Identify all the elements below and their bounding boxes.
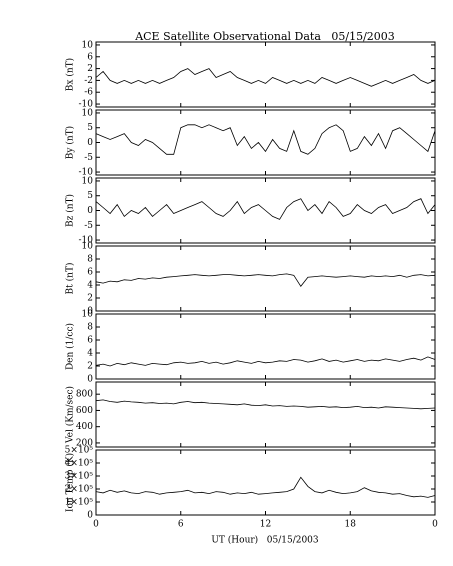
y-tick-label: 400 [76, 422, 93, 432]
data-line [95, 198, 436, 220]
chart-title: ACE Satellite Observational Data 05/15/2… [134, 30, 395, 43]
y-tick-label: 10 [82, 310, 94, 320]
x-tick-label: 0 [432, 520, 438, 530]
y-axis-label: By (nT) [65, 126, 76, 159]
data-line [95, 68, 436, 87]
y-tick-label: 200 [76, 438, 93, 448]
x-tick-label: 0 [93, 520, 99, 530]
panel-frame [95, 109, 436, 176]
y-tick-label: 8 [87, 323, 93, 333]
y-tick-label: 1×10⁵ [65, 498, 94, 508]
y-tick-label: 2 [87, 294, 93, 304]
y-tick-label: 10 [82, 40, 94, 50]
y-tick-label: 6 [87, 336, 93, 346]
y-axis-label: Ion Temp (K) [65, 453, 76, 512]
y-tick-label: -5 [84, 153, 93, 163]
panel-frame [95, 313, 436, 380]
data-line [95, 476, 436, 498]
x-tick-label: 12 [260, 520, 271, 530]
y-tick-label: 0 [87, 138, 93, 148]
x-axis-label: UT (Hour) 05/15/2003 [211, 535, 319, 546]
y-tick-label: 2 [87, 362, 93, 372]
y-tick-label: 10 [82, 176, 94, 186]
data-line [95, 356, 436, 367]
panel-frame [95, 381, 436, 448]
y-tick-label: -5 [84, 221, 93, 231]
y-tick-label: 6 [87, 52, 93, 62]
y-tick-label: 4 [87, 349, 93, 359]
y-tick-label: 0 [87, 307, 93, 317]
y-tick-label: 0 [87, 206, 93, 216]
y-tick-label: 2×10⁵ [65, 485, 94, 495]
y-tick-label: 10 [82, 108, 94, 118]
y-tick-label: 3×10⁵ [65, 472, 94, 482]
data-line [95, 124, 436, 155]
data-line [95, 273, 436, 287]
y-tick-label: 4×10⁵ [65, 459, 94, 469]
panel-frame [95, 449, 436, 516]
y-tick-label: 0 [87, 375, 93, 385]
y-tick-label: 8 [87, 255, 93, 265]
y-axis-label: Bz (nT) [65, 194, 76, 227]
y-tick-label: -10 [79, 100, 94, 110]
y-tick-label: 800 [76, 390, 93, 400]
y-axis-label: Vel (Km/sec) [65, 386, 76, 444]
y-tick-label: 5×10⁵ [65, 446, 94, 456]
y-axis-label: Den (1/cc) [65, 323, 76, 370]
panel-frame [95, 41, 436, 108]
y-tick-label: 5 [87, 123, 93, 133]
y-tick-label: -6 [84, 88, 93, 98]
y-tick-label: 5 [87, 191, 93, 201]
y-tick-label: -10 [79, 236, 94, 246]
y-tick-label: 10 [82, 242, 94, 252]
y-tick-label: 600 [76, 406, 93, 416]
y-axis-label: Bt (nT) [65, 263, 76, 295]
y-tick-label: -10 [79, 168, 94, 178]
y-tick-label: 4 [87, 281, 93, 291]
y-tick-label: 2 [87, 64, 93, 74]
y-tick-label: -2 [84, 76, 93, 86]
data-line [95, 399, 436, 410]
x-tick-label: 18 [345, 520, 357, 530]
y-tick-label: 6 [87, 268, 93, 278]
x-tick-label: 6 [178, 520, 184, 530]
y-tick-label: 0 [87, 511, 93, 521]
y-axis-label: Bx (nT) [65, 58, 76, 91]
